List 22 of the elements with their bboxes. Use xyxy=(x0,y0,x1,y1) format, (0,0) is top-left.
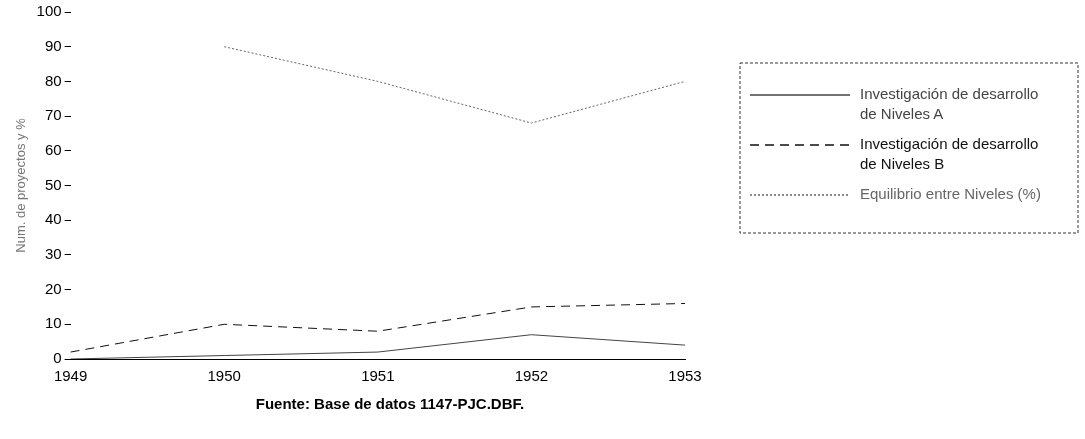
x-tick-label: 1949 xyxy=(53,367,88,385)
y-tick-label: 70 xyxy=(44,106,62,124)
x-tick-label: 1951 xyxy=(361,367,395,385)
y-tick-label: 20 xyxy=(44,279,62,297)
text: Investigación de desarrollo de Niveles B xyxy=(860,135,1039,173)
source-note: Fuente: Base de datos 1147-PJC.DBF. xyxy=(254,395,526,412)
y-tick-label: 60 xyxy=(44,140,62,158)
x-tick-label: 1950 xyxy=(207,367,241,385)
y-tick-label: 40 xyxy=(44,210,62,228)
y-tick-label: 10 xyxy=(44,314,62,332)
y-tick-label: 90 xyxy=(44,36,62,54)
y-axis-title: Num. de proyectos y % xyxy=(13,117,29,253)
line-series xyxy=(70,302,686,353)
text: Investigación de desarrollo de Niveles A xyxy=(860,85,1039,123)
y-tick-label: 0 xyxy=(53,349,62,367)
y-tick-label: 80 xyxy=(44,71,62,89)
x-tick-label: 1952 xyxy=(514,367,549,385)
y-tick-label: 100 xyxy=(36,2,62,20)
y-tick-label: 30 xyxy=(44,245,62,263)
y-tick-label: 50 xyxy=(44,175,62,193)
text: Equilibrio entre Niveles (%) xyxy=(860,185,1041,203)
x-tick-label: 1953 xyxy=(668,367,702,385)
